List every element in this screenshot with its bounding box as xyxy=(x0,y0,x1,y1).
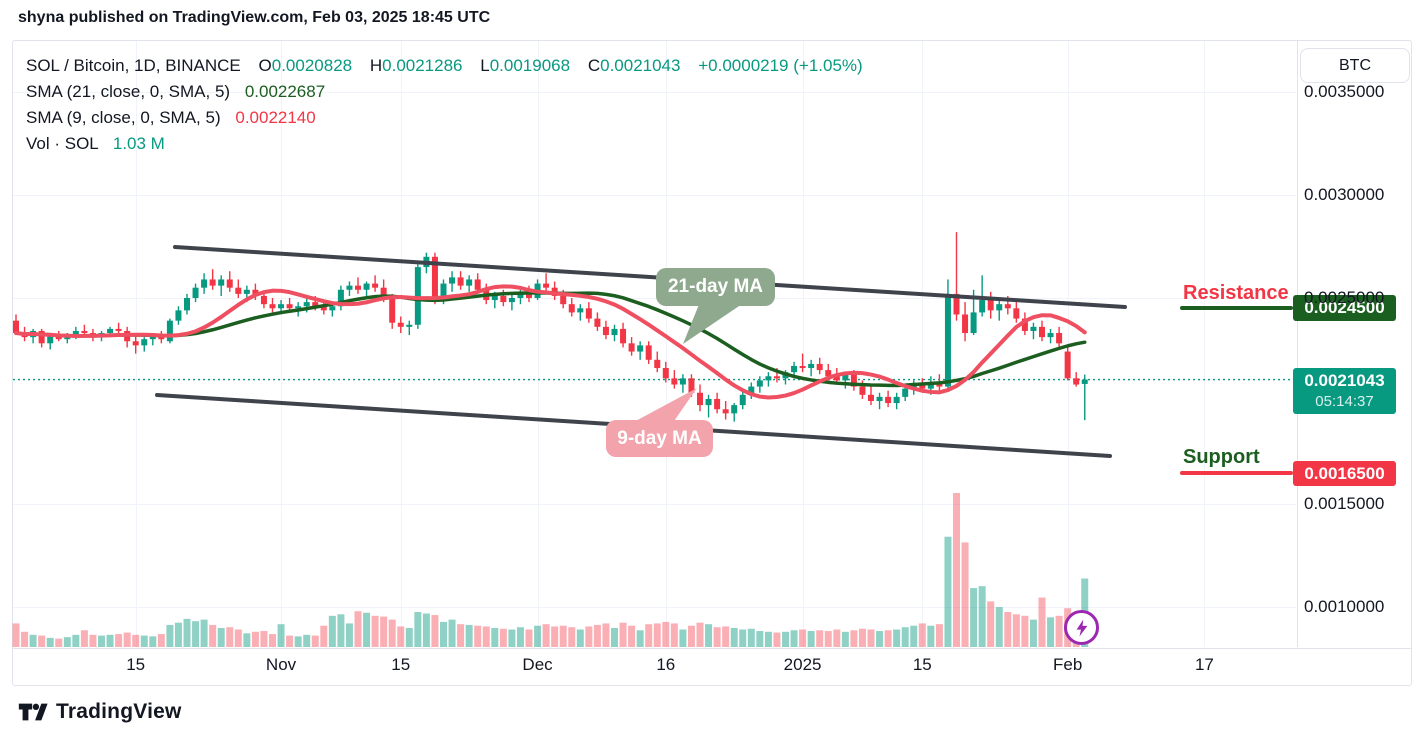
open-value: 0.0020828 xyxy=(271,56,353,75)
open-label: O xyxy=(258,56,272,75)
sma21-label: SMA (21, close, 0, SMA, 5) xyxy=(26,82,231,101)
price-tick-label: 0.0030000 xyxy=(1304,185,1385,204)
time-tick-label: Dec xyxy=(522,655,553,674)
tradingview-brand-text: TradingView xyxy=(56,700,182,723)
symbol-title: SOL / Bitcoin, 1D, BINANCE xyxy=(26,56,241,75)
close-label: C xyxy=(587,56,601,75)
close-value: 0.0021043 xyxy=(600,56,681,75)
volume-label: Vol · SOL xyxy=(26,134,99,153)
low-label: L xyxy=(480,56,490,75)
support-line[interactable] xyxy=(1180,471,1293,476)
volume-value: 1.03 M xyxy=(112,134,165,153)
tradingview-brand[interactable]: TradingView xyxy=(18,699,182,725)
resistance-label[interactable]: Resistance xyxy=(1183,282,1289,305)
sma21-value: 0.0022687 xyxy=(244,82,326,101)
time-tick-label: 16 xyxy=(656,655,676,674)
price-tick-label: 0.0010000 xyxy=(1304,597,1385,616)
price-tick-label: 0.0035000 xyxy=(1304,82,1385,101)
resistance-price-badge[interactable]: 0.0024500 xyxy=(1293,295,1396,322)
current-price-value: 0.0021043 xyxy=(1304,370,1385,390)
time-tick-label: 2025 xyxy=(783,655,822,674)
price-tick-label: 0.0015000 xyxy=(1304,494,1385,513)
lightning-icon xyxy=(1076,619,1087,636)
price-tick-label: 0.0025000 xyxy=(1304,288,1385,307)
currency-toggle-button[interactable]: BTC xyxy=(1300,48,1410,83)
time-tick-label: Nov xyxy=(265,655,297,674)
legend-sma9-row: SMA (9, close, 0, SMA, 5) 0.0022140 xyxy=(26,105,863,131)
time-tick-label: 15 xyxy=(391,655,411,674)
time-tick-label: 17 xyxy=(1194,655,1214,674)
tradingview-logo-icon xyxy=(18,703,48,721)
ma21-callout-bubble[interactable]: 21-day MA xyxy=(656,268,775,306)
chart-legend: SOL / Bitcoin, 1D, BINANCE O0.0020828 H0… xyxy=(26,53,863,157)
time-tick-label: Feb xyxy=(1052,655,1083,674)
resistance-line[interactable] xyxy=(1180,306,1293,311)
support-label[interactable]: Support xyxy=(1183,446,1260,469)
high-label: H xyxy=(369,56,383,75)
change-value: +0.0000219 (+1.05%) xyxy=(698,56,863,75)
time-tick-label: 15 xyxy=(126,655,146,674)
legend-symbol-row: SOL / Bitcoin, 1D, BINANCE O0.0020828 H0… xyxy=(26,53,863,79)
time-axis[interactable] xyxy=(13,649,1297,685)
legend-sma21-row: SMA (21, close, 0, SMA, 5) 0.0022687 xyxy=(26,79,863,105)
price-axis[interactable] xyxy=(1297,41,1411,647)
sma9-value: 0.0022140 xyxy=(235,108,316,127)
bar-countdown: 05:14:37 xyxy=(1315,392,1374,410)
support-price-badge[interactable]: 0.0016500 xyxy=(1293,461,1396,487)
legend-volume-row: Vol · SOL 1.03 M xyxy=(26,131,863,157)
current-price-badge[interactable]: 0.0021043 05:14:37 xyxy=(1293,367,1396,414)
high-value: 0.0021286 xyxy=(382,56,463,75)
flash-button[interactable] xyxy=(1064,610,1099,645)
time-tick-label: 15 xyxy=(912,655,932,674)
low-value: 0.0019068 xyxy=(489,56,571,75)
sma9-label: SMA (9, close, 0, SMA, 5) xyxy=(26,108,221,127)
ma9-callout-bubble[interactable]: 9-day MA xyxy=(606,420,713,457)
